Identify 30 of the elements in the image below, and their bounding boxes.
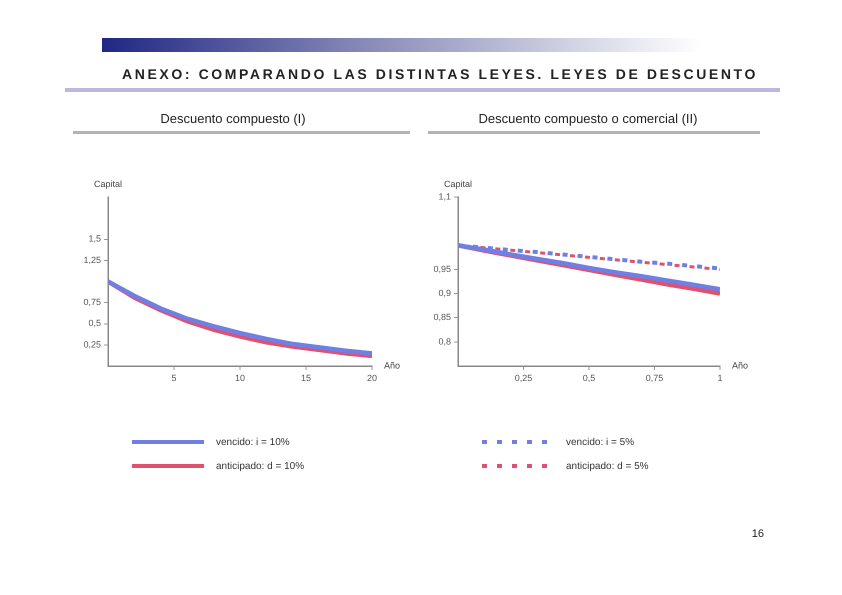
y-tick-label: 1,25	[83, 254, 101, 265]
y-tick-label: 0,8	[438, 336, 451, 346]
chart-subtitle: Descuento compuesto (I)	[160, 111, 306, 126]
y-tick-label: 0,25	[83, 339, 101, 350]
x-axis-title: Año	[384, 360, 400, 370]
y-tick-label: 0,75	[83, 297, 101, 308]
y-tick-label: 0,9	[438, 288, 451, 298]
x-tick-label: 10	[234, 372, 246, 383]
y-tick-label: 0,95	[433, 264, 451, 274]
legend-label: vencido: i = 10%	[216, 436, 290, 448]
y-tick-label: 1,5	[88, 234, 101, 244]
y-tick-label: 1,1	[438, 191, 451, 202]
x-axis-title: Año	[732, 360, 748, 370]
text: 16	[752, 528, 764, 540]
legend-label: vencido: i = 5%	[566, 436, 634, 448]
y-axis-title: Capital	[444, 178, 472, 189]
y-tick-label: 0,5	[88, 318, 101, 328]
text: ANEXO: COMPARANDO LAS DISTINTAS LEYES. LEYES DE DESCUENTO	[122, 66, 758, 82]
x-tick-label: 20	[366, 372, 378, 383]
chart-subtitle: Descuento compuesto o comercial (II)	[478, 111, 698, 126]
x-tick-label: 15	[300, 372, 312, 383]
y-axis-title: Capital	[94, 178, 122, 189]
legend-label: anticipado: d = 10%	[216, 460, 304, 472]
x-tick-label: 5	[171, 372, 177, 383]
x-tick-label: 1	[717, 372, 723, 383]
legend-label: anticipado: d = 5%	[566, 460, 649, 472]
y-tick-label: 0,85	[433, 312, 451, 322]
x-tick-label: 0,5	[582, 372, 596, 383]
x-tick-label: 0,75	[646, 372, 664, 383]
x-tick-label: 0,25	[514, 372, 532, 383]
